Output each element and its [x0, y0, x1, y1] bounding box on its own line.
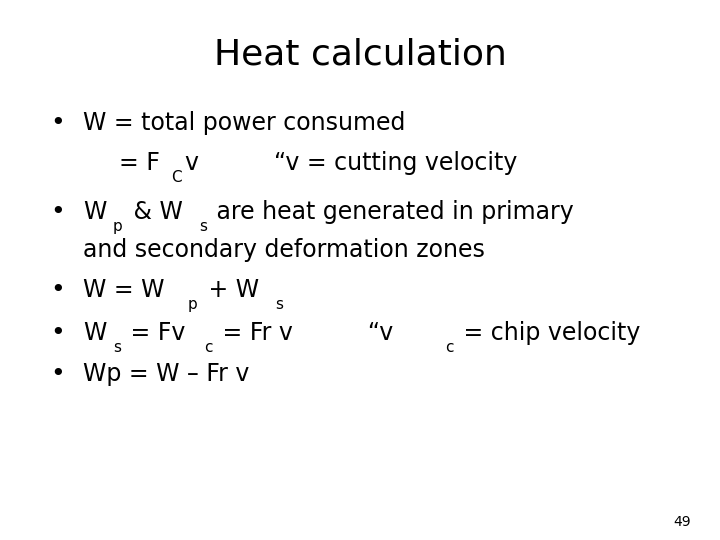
Text: •: • [50, 362, 65, 386]
Text: c: c [445, 340, 453, 355]
Text: C: C [171, 170, 182, 185]
Text: p: p [188, 297, 198, 312]
Text: & W: & W [125, 200, 182, 224]
Text: 49: 49 [674, 515, 691, 529]
Text: = F: = F [119, 151, 160, 175]
Text: = Fv: = Fv [123, 321, 186, 345]
Text: Wp = W – Fr v: Wp = W – Fr v [83, 362, 249, 386]
Text: = chip velocity: = chip velocity [456, 321, 640, 345]
Text: s: s [199, 219, 207, 234]
Text: = Fr v          “v: = Fr v “v [215, 321, 393, 345]
Text: c: c [204, 340, 212, 355]
Text: W: W [83, 200, 106, 224]
Text: W = W: W = W [83, 278, 164, 302]
Text: s: s [276, 297, 284, 312]
Text: and secondary deformation zones: and secondary deformation zones [83, 238, 485, 261]
Text: Heat calculation: Heat calculation [214, 38, 506, 72]
Text: •: • [50, 111, 65, 134]
Text: + W: + W [201, 278, 258, 302]
Text: •: • [50, 321, 65, 345]
Text: W = total power consumed: W = total power consumed [83, 111, 405, 134]
Text: p: p [113, 219, 122, 234]
Text: v          “v = cutting velocity: v “v = cutting velocity [185, 151, 518, 175]
Text: •: • [50, 278, 65, 302]
Text: •: • [50, 200, 65, 224]
Text: s: s [113, 340, 121, 355]
Text: W: W [83, 321, 106, 345]
Text: are heat generated in primary: are heat generated in primary [210, 200, 574, 224]
